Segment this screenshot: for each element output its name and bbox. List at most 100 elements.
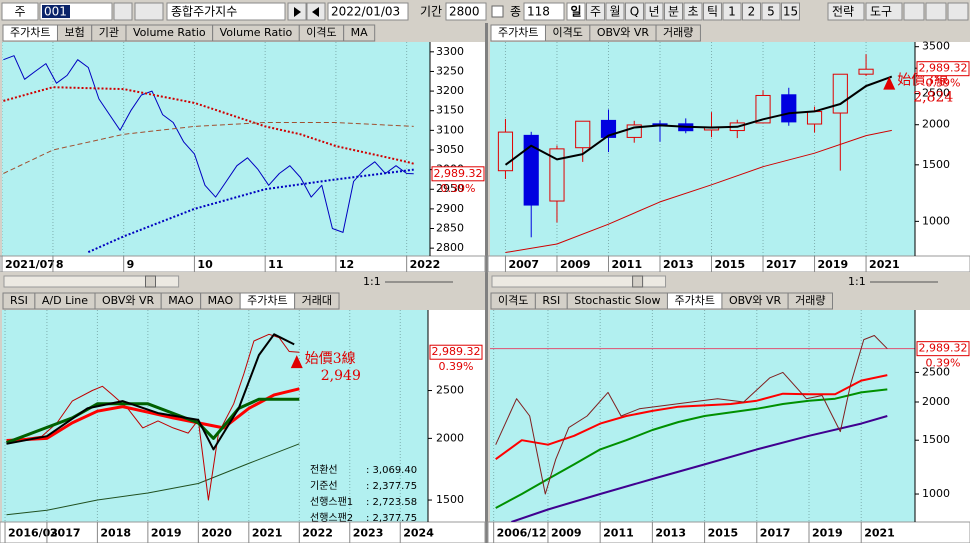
change-label: 0.39%: [439, 360, 474, 373]
tab-label: 주가차트: [247, 294, 287, 307]
price-tag-label: 2,989.32: [434, 167, 483, 180]
period-button[interactable]: [566, 2, 586, 21]
y-tick-label: 2500: [922, 87, 950, 100]
period-button[interactable]: [742, 2, 761, 21]
x-tick-label: 2022: [302, 527, 333, 540]
tab[interactable]: [655, 24, 701, 42]
series-line: [6, 387, 300, 442]
count-label: 종: [510, 5, 521, 19]
period-button[interactable]: [664, 2, 683, 21]
tab-label: Volume Ratio: [220, 26, 293, 39]
series-line: [3, 86, 414, 165]
count-field[interactable]: [523, 2, 565, 21]
x-tick-label: 2009: [551, 527, 582, 540]
splitter: [485, 23, 488, 543]
open-button[interactable]: [903, 2, 925, 21]
sort-button[interactable]: [134, 2, 164, 21]
period-button-label: 년: [648, 5, 659, 19]
tab-label: 기관: [99, 26, 119, 39]
next-icon: [294, 7, 301, 17]
date-field[interactable]: [327, 2, 409, 21]
y-tick-label: 2000: [922, 395, 950, 408]
period-button[interactable]: [625, 2, 644, 21]
info-label: 선행스팬2: [310, 512, 353, 524]
plot-area: [2, 310, 428, 522]
search-button[interactable]: [113, 2, 133, 21]
info-label: 선행스팬1: [310, 496, 353, 508]
tab[interactable]: [294, 292, 340, 310]
series-line: [505, 129, 892, 253]
info-label: 기준선: [310, 480, 338, 492]
y-tick-label: 2950: [436, 182, 464, 195]
plot-layer: [2, 42, 414, 256]
print-button[interactable]: [947, 2, 969, 21]
menu-button[interactable]: [865, 2, 903, 21]
tab-label: Stochastic Slow: [574, 294, 660, 307]
candle-body: [497, 131, 514, 172]
period-button[interactable]: [605, 2, 625, 21]
x-tick-label: 2017: [766, 258, 797, 271]
prev-icon: [312, 7, 319, 17]
x-tick-label: 2021/07: [5, 258, 55, 271]
y-tick-label: 2500: [436, 384, 464, 397]
name-field[interactable]: [166, 2, 286, 21]
period-button[interactable]: [586, 2, 605, 21]
code: 001: [44, 5, 67, 19]
x-tick-label: 2021: [869, 258, 900, 271]
period-button[interactable]: [683, 2, 703, 21]
period-button[interactable]: [644, 2, 664, 21]
x-tick-label: 10: [197, 258, 213, 271]
period-button[interactable]: [722, 2, 742, 21]
period-button[interactable]: [703, 2, 722, 21]
x-tick-label: 2011: [611, 258, 642, 271]
scroll-thumb[interactable]: [632, 275, 644, 288]
y-tick-label: 2800: [436, 241, 464, 254]
x-tick-label: 2006/12: [497, 527, 547, 540]
y-tick-label: 3050: [436, 143, 464, 156]
period-button[interactable]: [781, 2, 800, 21]
candle-body: [781, 94, 797, 123]
scrollbar[interactable]: [491, 275, 667, 288]
x-tick-label: 11: [268, 258, 283, 271]
count-checkbox[interactable]: [491, 5, 504, 18]
period-button-label: 틱: [707, 5, 718, 19]
market-combo[interactable]: [1, 2, 39, 21]
market: 주: [14, 5, 25, 19]
scroll-thumb[interactable]: [145, 275, 156, 288]
x-tick-label: 2017: [760, 527, 791, 540]
candle-body: [600, 119, 617, 138]
scrollbar[interactable]: [3, 275, 180, 288]
plot-layer: [497, 42, 893, 256]
tab-label: A/D Line: [42, 294, 88, 307]
tab[interactable]: [787, 292, 833, 310]
period-button-label: Q: [630, 5, 639, 19]
period-button[interactable]: [761, 2, 781, 21]
x-tick-label: 2020: [201, 527, 232, 540]
x-tick-label: 2017: [50, 527, 81, 540]
tab[interactable]: [343, 24, 376, 42]
series-line: [511, 415, 888, 522]
series-line: [3, 122, 414, 174]
period-button-label: 15: [783, 5, 798, 19]
tab-label: 거래대: [302, 294, 332, 307]
tab-label: 거래량: [663, 26, 693, 39]
series-line: [6, 333, 295, 451]
tab-label: OBV와 VR: [729, 294, 782, 307]
x-tick-label: 2016/03: [8, 527, 58, 540]
series-line: [495, 335, 888, 495]
menu-label: 도구: [870, 5, 892, 19]
x-tick-label: 2013: [655, 527, 686, 540]
series-line: [495, 374, 888, 461]
change-label: 0.39%: [926, 357, 961, 370]
info-value: : 2,377.75: [366, 481, 417, 492]
annotation-marker: [883, 76, 896, 90]
info-value: : 2,723.58: [366, 497, 417, 508]
y-axis-area: [428, 310, 485, 522]
y-tick-label: 2500: [922, 365, 950, 378]
save-button[interactable]: [925, 2, 947, 21]
x-tick-label: 2009: [560, 258, 591, 271]
menu-button[interactable]: [827, 2, 865, 21]
x-tick-label: 2015: [708, 527, 739, 540]
period-field[interactable]: [445, 2, 487, 21]
series-line: [6, 443, 300, 516]
